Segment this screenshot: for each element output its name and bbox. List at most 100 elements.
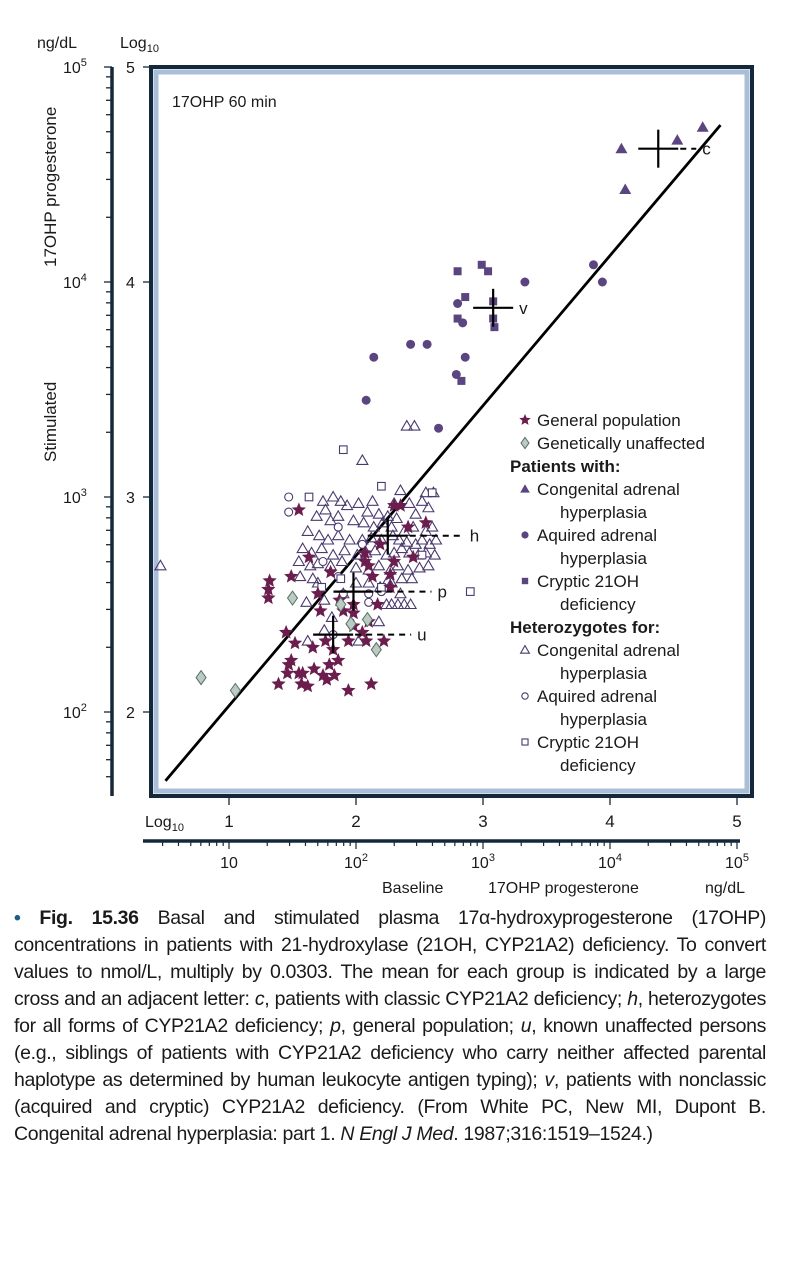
data-point-heterozygote-triangle-open <box>400 535 414 547</box>
data-point-diamond <box>345 615 357 632</box>
data-point-circle-filled <box>597 277 607 287</box>
data-point-diamond <box>286 590 299 606</box>
data-point-heterozygote-triangle-open <box>319 503 332 515</box>
data-point-heterozygote-triangle-open <box>393 483 407 496</box>
data-point-star <box>319 672 334 686</box>
legend-header: Patients with: <box>510 457 621 476</box>
caption-italic: p <box>330 1015 341 1037</box>
legend-label: Congenital adrenal <box>537 480 680 499</box>
data-point-diamond <box>195 669 207 686</box>
legend-item-circle-open: Aquired adrenal hyperplasia <box>521 687 657 729</box>
data-point-star <box>346 605 361 620</box>
data-point-heterozygote-triangle-open <box>362 576 376 588</box>
legend-label: deficiency <box>560 756 636 775</box>
caption-italic: c <box>254 988 265 1010</box>
x-log-tick-label: 3 <box>478 812 487 831</box>
mean-label-u: u <box>417 626 426 645</box>
data-point-star <box>370 597 385 611</box>
data-point-star <box>281 657 296 671</box>
regression-line <box>164 124 722 782</box>
legend-marker-triangle-filled <box>520 484 530 493</box>
data-point-star <box>291 502 306 516</box>
data-point-heterozygote-triangle-open <box>331 509 345 521</box>
data-point-circle-filled <box>406 339 416 349</box>
data-point-heterozygote-triangle-open <box>367 520 381 532</box>
legend-marker-square-open <box>521 738 529 746</box>
data-point-circle-filled <box>588 260 598 270</box>
data-point-heterozygote-triangle-open <box>421 501 435 513</box>
legend-marker-circle-filled <box>521 531 529 539</box>
data-point-heterozygote-triangle-open <box>400 419 414 431</box>
data-point-heterozygote-triangle-open <box>315 542 329 554</box>
data-point-star <box>301 549 317 564</box>
chart: ng/dL Log10 Stimulated 17OHP progesteron… <box>37 35 754 897</box>
data-point-heterozygote-triangle-open <box>360 505 374 517</box>
data-point-star <box>336 603 351 617</box>
mean-cross-h: h <box>367 516 479 555</box>
legend-label: deficiency <box>560 595 636 614</box>
mean-label-p: p <box>437 583 446 602</box>
data-point-triangle-filled <box>615 142 628 154</box>
legend-item-square-filled: Cryptic 21OH deficiency <box>521 572 639 614</box>
y-log-axis: 2 3 4 5 <box>126 60 151 722</box>
data-point-diamond <box>361 611 374 628</box>
x-ng-tick-label: 103 <box>471 852 495 872</box>
figure-caption: • Fig. 15.36 Basal and stimulated plasma… <box>14 905 766 1148</box>
data-point-heterozygote-triangle-open <box>338 544 352 556</box>
data-point-star <box>383 579 398 594</box>
y-log-tick-label: 2 <box>126 705 135 722</box>
data-point-heterozygote-triangle-open <box>326 548 340 560</box>
data-point-diamond <box>335 596 347 613</box>
data-point-heterozygote-triangle-open <box>401 563 415 575</box>
data-point-star <box>313 603 328 617</box>
data-point-heterozygote-triangle-open <box>368 544 382 556</box>
legend-item-star: General population <box>519 411 681 430</box>
data-point-heterozygote-circle-open <box>284 492 294 502</box>
data-point-heterozygote-triangle-open <box>331 529 345 541</box>
data-point-heterozygote-triangle-open <box>326 490 340 502</box>
mean-cross-p: p <box>333 572 447 611</box>
data-point-star <box>287 635 303 650</box>
data-point-star <box>327 668 342 682</box>
data-point-heterozygote-triangle-open <box>301 524 315 536</box>
data-point-heterozygote-triangle-open <box>325 610 339 622</box>
data-point-heterozygote-triangle-open <box>153 559 167 571</box>
data-point-heterozygote-triangle-open <box>335 554 349 567</box>
data-point-star <box>261 582 276 596</box>
data-point-star <box>387 554 402 568</box>
y-ng-tick-label: 105 <box>63 57 87 77</box>
data-point-diamond <box>229 682 241 699</box>
data-point-circle-filled <box>460 352 470 362</box>
x-ng-axis: 10 102 103 104 105 <box>143 839 749 872</box>
caption-text: Basal and stimulated plasma 17α-hydroxyp… <box>14 907 767 1010</box>
legend-item-square-open: Cryptic 21OH deficiency <box>521 733 639 775</box>
data-point-heterozygote-square-open <box>338 445 348 455</box>
data-point-heterozygote-triangle-open <box>402 496 416 508</box>
data-point-heterozygote-triangle-open <box>395 572 409 584</box>
data-point-heterozygote-square-open <box>377 582 386 592</box>
data-point-heterozygote-triangle-open <box>352 496 365 508</box>
data-point-star <box>322 657 337 671</box>
data-point-star <box>280 665 295 680</box>
data-point-star <box>341 633 356 648</box>
y-ng-tick-label: 104 <box>63 272 87 292</box>
data-point-heterozygote-triangle-open <box>293 569 307 582</box>
legend-item-triangle-filled: Congenital adrenal hyperplasia <box>520 480 680 522</box>
y-log-tick-label: 5 <box>126 60 135 77</box>
mean-cross-v: v <box>473 288 528 327</box>
caption-text: , known unaffected persons (e.g., siblin… <box>14 1015 766 1091</box>
data-point-star <box>284 569 299 583</box>
data-point-star <box>323 564 338 579</box>
data-point-heterozygote-triangle-open <box>413 561 426 573</box>
data-point-heterozygote-triangle-open <box>340 499 354 511</box>
data-point-triangle-filled <box>671 134 684 145</box>
data-point-heterozygote-triangle-open <box>409 507 423 519</box>
legend-marker-triangle-open <box>519 644 531 654</box>
data-point-heterozygote-triangle-open <box>380 548 393 560</box>
data-point-circle-filled <box>361 395 371 405</box>
plot-frame-inner <box>153 69 750 794</box>
data-point-heterozygote-triangle-open <box>393 587 407 599</box>
data-point-heterozygote-triangle-open <box>390 511 404 524</box>
data-point-heterozygote-triangle-open <box>415 494 429 506</box>
data-point-circle-filled <box>453 299 463 308</box>
